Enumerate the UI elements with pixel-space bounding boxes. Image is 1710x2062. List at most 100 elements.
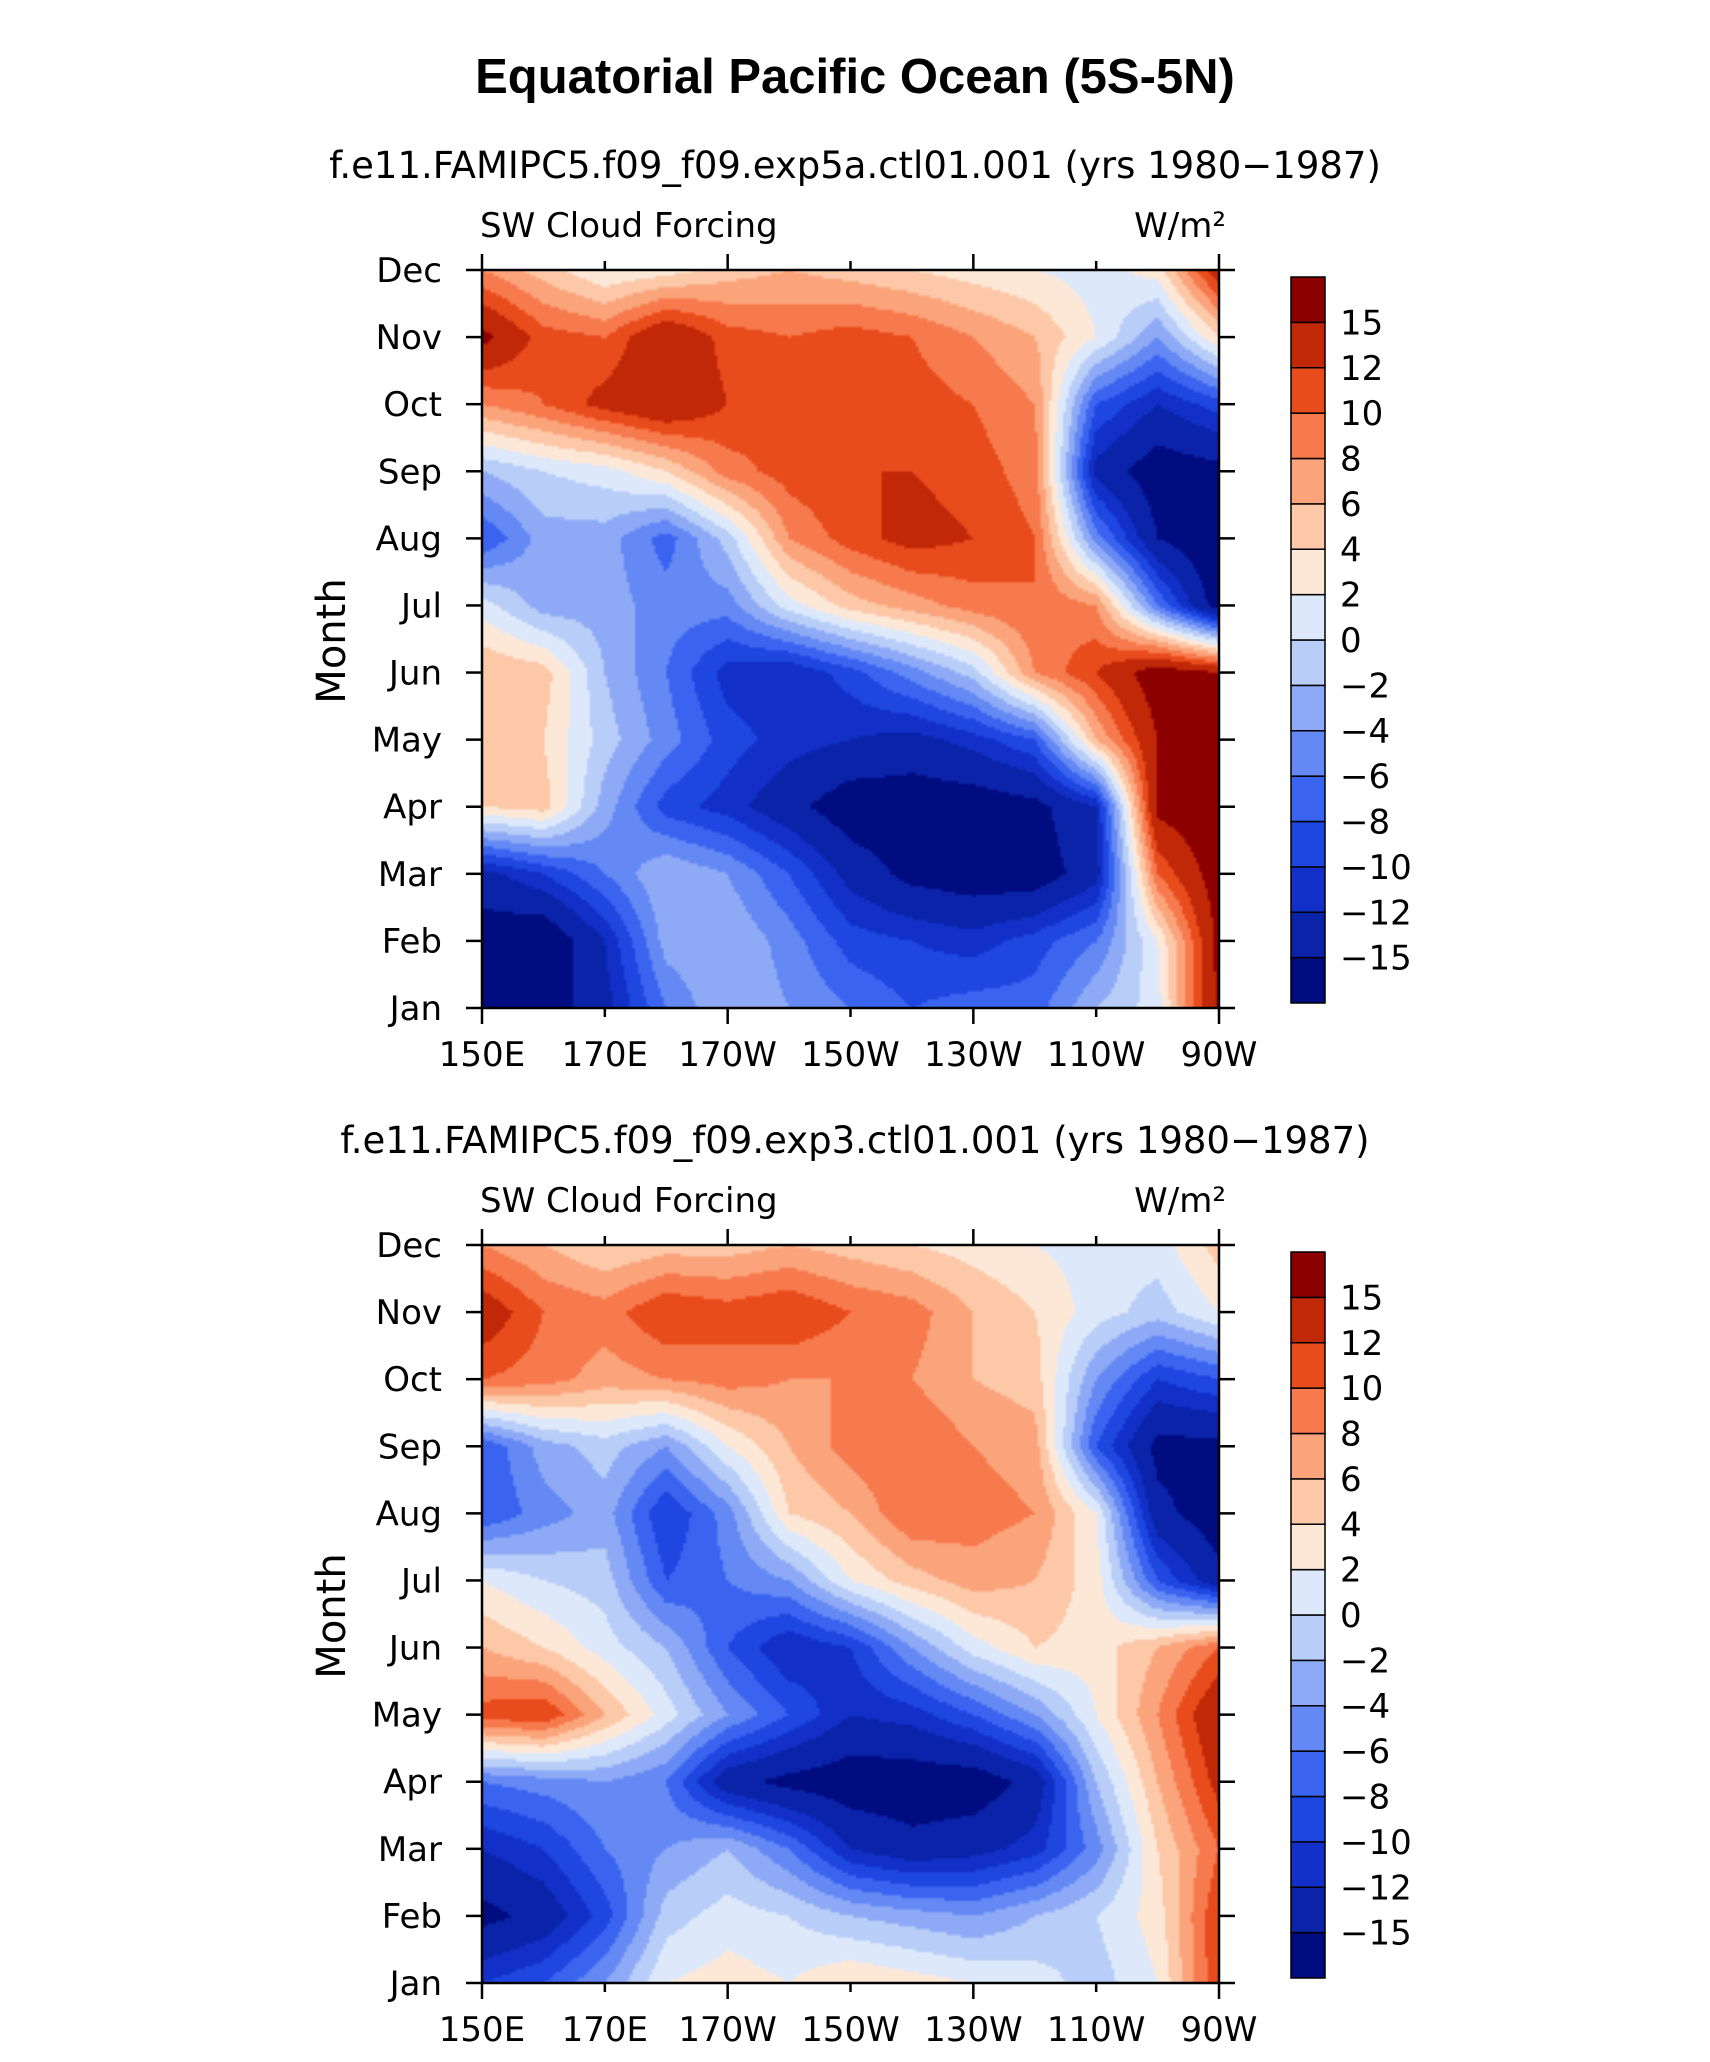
colorbar-swatch xyxy=(1290,1387,1326,1435)
colorbar-swatch xyxy=(1290,1523,1326,1571)
colorbar-swatch xyxy=(1290,956,1326,1004)
y-tick-label: Dec xyxy=(376,1226,442,1266)
colorbar-label: 8 xyxy=(1340,1415,1362,1455)
figure-title: Equatorial Pacific Ocean (5S-5N) xyxy=(475,50,1235,104)
colorbar-swatch xyxy=(1290,866,1326,913)
y-tick-label: Mar xyxy=(378,1830,442,1870)
colorbar-label: 6 xyxy=(1340,1460,1362,1500)
colorbar-swatch xyxy=(1290,321,1326,369)
colorbar-swatch xyxy=(1290,911,1326,959)
colorbar-swatch xyxy=(1290,412,1326,460)
colorbar-label: 15 xyxy=(1340,1278,1383,1318)
x-tick-label: 170E xyxy=(562,1035,648,1075)
y-axis-label: Month xyxy=(309,1553,355,1678)
panel-bottom: f.e11.FAMIPC5.f09_f09.exp3.ctl01.001 (yr… xyxy=(309,1119,1412,2050)
y-tick-label: Aug xyxy=(376,1494,442,1534)
colorbar-label: −12 xyxy=(1340,893,1412,933)
y-tick-label: Feb xyxy=(382,922,442,962)
colorbar-label: 12 xyxy=(1340,349,1383,389)
x-tick-label: 130W xyxy=(924,2010,1023,2050)
colorbar-swatch xyxy=(1290,367,1326,414)
y-tick-label: May xyxy=(372,1696,442,1736)
colorbar-swatch xyxy=(1290,1750,1326,1798)
x-tick-label: 150W xyxy=(801,2010,900,2050)
colorbar-label: −8 xyxy=(1340,1778,1390,1818)
y-tick-label: Jan xyxy=(388,1964,442,2004)
colorbar-label: 0 xyxy=(1340,1596,1362,1636)
y-tick-label: Apr xyxy=(383,788,442,828)
y-axis-label: Month xyxy=(309,578,355,703)
colorbar-label: 12 xyxy=(1340,1324,1383,1364)
x-tick-label: 110W xyxy=(1047,2010,1146,2050)
x-tick-label: 90W xyxy=(1181,2010,1258,2050)
y-tick-label: Sep xyxy=(378,452,442,492)
colorbar-label: 2 xyxy=(1340,1551,1362,1591)
colorbar-label: 15 xyxy=(1340,303,1383,343)
colorbar-label: 10 xyxy=(1340,394,1383,434)
colorbar-label: 2 xyxy=(1340,576,1362,616)
colorbar-label: −4 xyxy=(1340,1687,1390,1727)
colorbar-swatch xyxy=(1290,276,1326,324)
x-tick-label: 150W xyxy=(801,1035,900,1075)
colorbar-label: −10 xyxy=(1340,1823,1412,1863)
y-tick-label: Nov xyxy=(376,1293,442,1333)
colorbar-swatch xyxy=(1290,1432,1326,1480)
y-tick-label: Jan xyxy=(388,989,442,1029)
colorbar-swatch xyxy=(1290,639,1326,687)
y-tick-label: Oct xyxy=(383,1360,442,1400)
colorbar-label: 10 xyxy=(1340,1369,1383,1409)
colorbar-label: 0 xyxy=(1340,621,1362,661)
x-tick-label: 170W xyxy=(678,1035,777,1075)
x-tick-label: 170E xyxy=(562,2010,648,2050)
x-tick-label: 130W xyxy=(924,1035,1023,1075)
y-tick-label: Feb xyxy=(382,1897,442,1937)
colorbar-swatch xyxy=(1290,1478,1326,1525)
y-tick-label: Jun xyxy=(387,654,442,694)
colorbar-swatch xyxy=(1290,548,1326,596)
colorbar-label: −10 xyxy=(1340,848,1412,888)
colorbar-swatch xyxy=(1290,684,1326,732)
colorbar-label: −8 xyxy=(1340,803,1390,843)
heatmap-field xyxy=(482,1245,1219,1983)
y-tick-label: Jul xyxy=(399,586,442,626)
colorbar-swatch xyxy=(1290,1251,1326,1299)
colorbar-swatch xyxy=(1290,1659,1326,1707)
colorbar-swatch xyxy=(1290,1296,1326,1344)
colorbar-label: 6 xyxy=(1340,485,1362,525)
colorbar-label: −6 xyxy=(1340,1732,1390,1772)
colorbar-label: −2 xyxy=(1340,666,1390,706)
colorbar-label: −15 xyxy=(1340,1914,1412,1954)
x-tick-label: 110W xyxy=(1047,1035,1146,1075)
colorbar-swatch xyxy=(1290,457,1326,505)
colorbar-swatch xyxy=(1290,730,1326,777)
y-tick-label: May xyxy=(372,721,442,761)
colorbar-swatch xyxy=(1290,1705,1326,1752)
x-tick-label: 150E xyxy=(439,1035,525,1075)
y-tick-label: Dec xyxy=(376,251,442,291)
colorbar-swatch xyxy=(1290,1841,1326,1888)
variable-label: SW Cloud Forcing xyxy=(480,1181,778,1221)
colorbar-swatch xyxy=(1290,1568,1326,1616)
y-tick-label: Nov xyxy=(376,318,442,358)
colorbar-swatch xyxy=(1290,1342,1326,1389)
panel-top: f.e11.FAMIPC5.f09_f09.exp5a.ctl01.001 (y… xyxy=(309,144,1412,1075)
colorbar-swatch xyxy=(1290,1614,1326,1662)
x-tick-label: 90W xyxy=(1181,1035,1258,1075)
colorbar-swatch xyxy=(1290,820,1326,868)
x-tick-label: 170W xyxy=(678,2010,777,2050)
y-tick-label: Jul xyxy=(399,1561,442,1601)
colorbar-swatch xyxy=(1290,1886,1326,1934)
colorbar-label: 8 xyxy=(1340,440,1362,480)
colorbar-label: 4 xyxy=(1340,530,1362,570)
colorbar-swatch xyxy=(1290,775,1326,823)
colorbar-label: 4 xyxy=(1340,1505,1362,1545)
heatmap-field xyxy=(482,270,1219,1008)
colorbar-swatch xyxy=(1290,1931,1326,1979)
y-tick-label: Aug xyxy=(376,519,442,559)
x-tick-label: 150E xyxy=(439,2010,525,2050)
colorbar-label: −6 xyxy=(1340,757,1390,797)
y-tick-label: Sep xyxy=(378,1427,442,1467)
colorbar-swatch xyxy=(1290,503,1326,550)
colorbar-label: −2 xyxy=(1340,1641,1390,1681)
